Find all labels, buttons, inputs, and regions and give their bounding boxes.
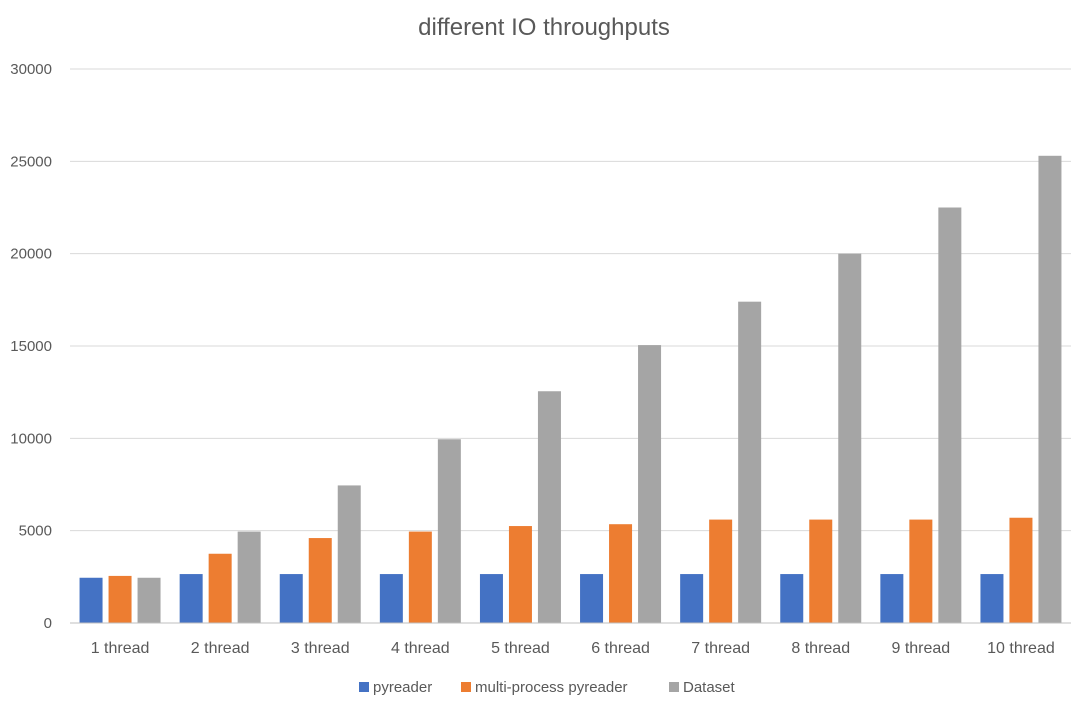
- bar-multi-process-pyreader-8: [809, 519, 833, 623]
- bar-pyreader-9: [880, 574, 904, 623]
- bar-pyreader-6: [580, 574, 604, 623]
- bars: [79, 155, 1062, 623]
- legend: pyreader multi-process pyreader Dataset: [359, 679, 736, 696]
- x-tick-label: 10 thread: [987, 640, 1055, 657]
- bar-pyreader-7: [680, 574, 704, 623]
- bar-multi-process-pyreader-4: [408, 531, 432, 623]
- y-tick-label: 25000: [10, 153, 52, 170]
- bar-dataset-1: [137, 577, 161, 623]
- bar-dataset-3: [337, 485, 361, 623]
- bar-multi-process-pyreader-3: [308, 538, 332, 623]
- bar-pyreader-3: [279, 574, 303, 623]
- legend-label: pyreader: [373, 679, 432, 696]
- gridlines: [70, 68, 1071, 532]
- x-tick-label: 2 thread: [191, 640, 250, 657]
- chart-title: different IO throughputs: [418, 14, 670, 41]
- bar-multi-process-pyreader-1: [108, 575, 132, 623]
- bar-dataset-4: [437, 439, 461, 623]
- y-tick-label: 10000: [10, 430, 52, 447]
- x-tick-label: 6 thread: [591, 640, 650, 657]
- x-tick-label: 7 thread: [691, 640, 750, 657]
- legend-swatch: [359, 682, 369, 692]
- y-tick-label: 30000: [10, 61, 52, 78]
- bar-dataset-9: [938, 207, 962, 623]
- bar-pyreader-5: [479, 574, 503, 623]
- bar-dataset-2: [237, 531, 261, 623]
- bar-pyreader-2: [179, 574, 203, 623]
- y-tick-label: 20000: [10, 246, 52, 263]
- legend-label: Dataset: [683, 679, 736, 696]
- bar-multi-process-pyreader-2: [208, 553, 232, 623]
- x-tick-label: 9 thread: [891, 640, 950, 657]
- bar-multi-process-pyreader-5: [508, 526, 532, 623]
- x-axis-category-labels: 1 thread 2 thread 3 thread 4 thread 5 thread…: [91, 640, 1055, 657]
- y-axis-tick-labels: 0 5000 10000 15000 20000 25000 30000: [10, 61, 52, 632]
- bar-dataset-7: [738, 301, 762, 623]
- bar-pyreader-8: [780, 574, 804, 623]
- bar-multi-process-pyreader-10: [1009, 517, 1033, 623]
- bar-pyreader-4: [379, 574, 403, 623]
- bar-dataset-6: [638, 345, 662, 623]
- bar-multi-process-pyreader-9: [909, 519, 933, 623]
- x-tick-label: 3 thread: [291, 640, 350, 657]
- x-tick-label: 8 thread: [791, 640, 850, 657]
- x-tick-label: 5 thread: [491, 640, 550, 657]
- legend-swatch: [461, 682, 471, 692]
- y-tick-label: 0: [44, 615, 52, 632]
- bar-multi-process-pyreader-6: [609, 524, 633, 623]
- y-tick-label: 15000: [10, 338, 52, 355]
- bar-pyreader-10: [980, 574, 1004, 623]
- bar-pyreader-1: [79, 577, 103, 623]
- legend-label: multi-process pyreader: [475, 679, 628, 696]
- y-tick-label: 5000: [19, 523, 52, 540]
- legend-swatch: [669, 682, 679, 692]
- bar-dataset-10: [1038, 155, 1062, 623]
- bar-dataset-8: [838, 253, 862, 623]
- bar-dataset-5: [537, 391, 561, 623]
- x-tick-label: 1 thread: [91, 640, 150, 657]
- x-tick-label: 4 thread: [391, 640, 450, 657]
- bar-multi-process-pyreader-7: [709, 519, 733, 623]
